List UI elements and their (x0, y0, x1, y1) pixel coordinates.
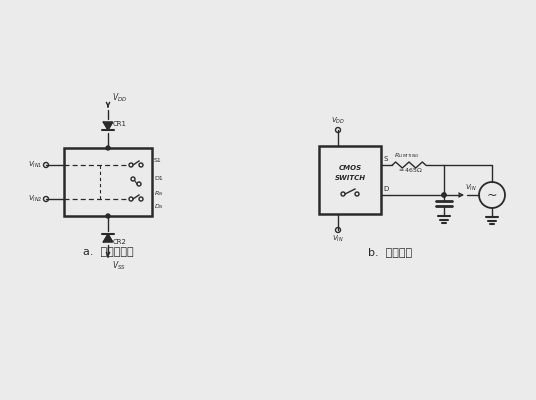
Text: S: S (383, 156, 388, 162)
Polygon shape (103, 234, 113, 242)
Text: $V_{DD}$: $V_{DD}$ (331, 116, 345, 126)
Text: ~: ~ (487, 188, 497, 202)
Text: D: D (383, 186, 388, 192)
Text: $V_{IN}$: $V_{IN}$ (465, 183, 477, 193)
Text: $V_{IN2}$: $V_{IN2}$ (28, 194, 43, 204)
Text: $R_N$: $R_N$ (154, 190, 163, 198)
Circle shape (106, 214, 110, 218)
Bar (64, 148, 152, 216)
Circle shape (442, 193, 446, 197)
Text: a.  二极管保护: a. 二极管保护 (83, 247, 133, 257)
Text: CR2: CR2 (113, 239, 127, 245)
Polygon shape (103, 122, 113, 130)
Text: $D_N$: $D_N$ (154, 202, 164, 211)
Text: CR1: CR1 (113, 121, 127, 127)
Text: $V_{IN1}$: $V_{IN1}$ (28, 160, 43, 170)
Text: SWITCH: SWITCH (334, 175, 366, 181)
Bar (319, 146, 381, 214)
Text: $R_{LIMITING}$: $R_{LIMITING}$ (394, 151, 420, 160)
Text: S1: S1 (154, 158, 162, 163)
Text: $V_{DD}$: $V_{DD}$ (112, 92, 127, 104)
Text: $V_{SS}$: $V_{SS}$ (112, 260, 126, 272)
Circle shape (106, 146, 110, 150)
Text: $V_{IN}$: $V_{IN}$ (332, 234, 344, 244)
Text: $\approx$465$\Omega$: $\approx$465$\Omega$ (397, 166, 423, 174)
Text: CMOS: CMOS (338, 165, 362, 171)
Text: D1: D1 (154, 176, 163, 182)
Text: b.  限流保护: b. 限流保护 (368, 247, 412, 257)
